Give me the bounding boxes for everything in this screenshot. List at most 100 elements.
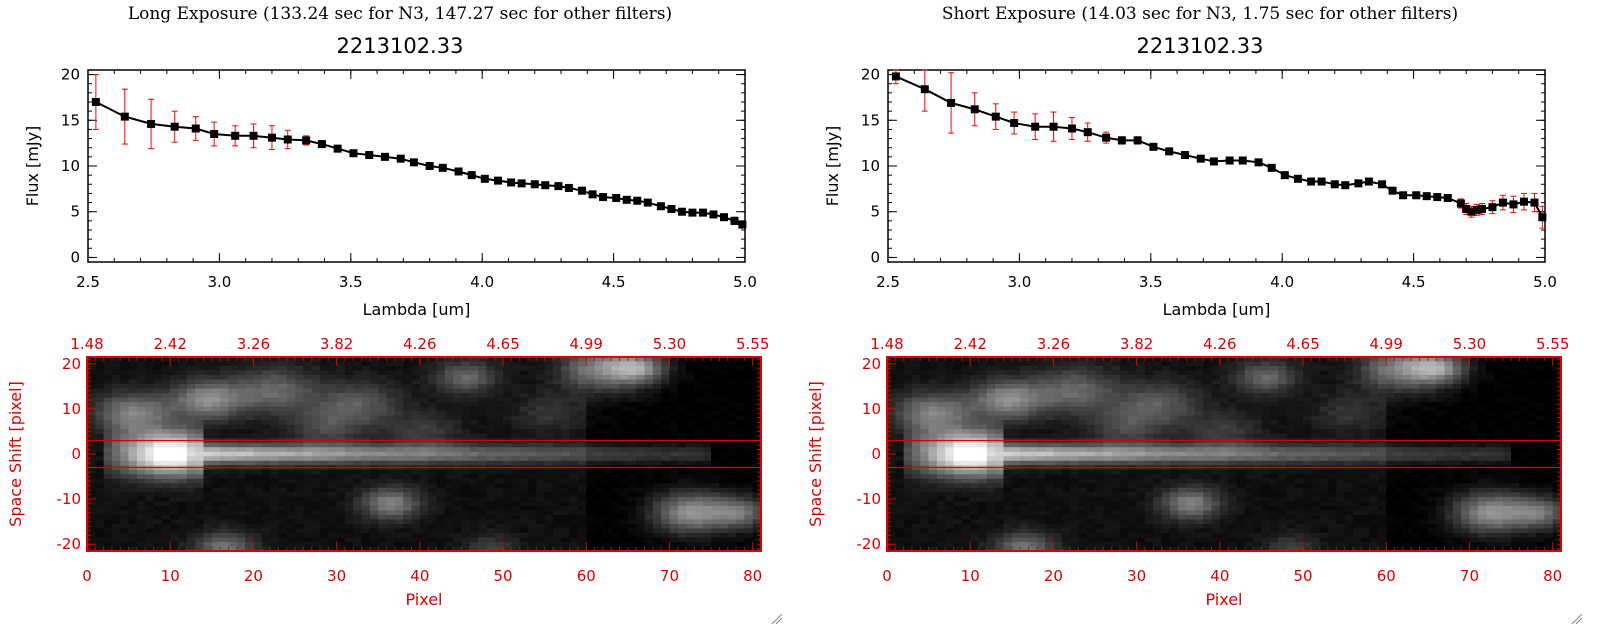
long-heatmap-cell bbox=[278, 523, 288, 529]
long-heatmap-cell bbox=[220, 411, 229, 417]
long-heatmap-cell bbox=[702, 510, 712, 516]
long-heatmap-cell bbox=[677, 424, 687, 430]
short-heatmap-cell bbox=[1278, 375, 1287, 380]
long-heatmap-cell bbox=[461, 483, 471, 489]
long-heatmap-cell bbox=[136, 528, 146, 534]
short-heatmap-cell bbox=[1344, 361, 1354, 367]
long-heatmap-cell bbox=[245, 361, 254, 367]
long-heatmap-cell bbox=[394, 496, 404, 502]
long-heatmap-cell bbox=[619, 379, 629, 385]
short-heatmap-cell bbox=[1136, 357, 1146, 362]
short-heatmap-cell bbox=[1427, 384, 1437, 389]
long-heatmap-cell bbox=[719, 487, 729, 493]
long-heatmap-cell bbox=[270, 487, 279, 493]
long-heatmap-cell bbox=[411, 519, 421, 525]
long-heatmap-cell bbox=[336, 415, 346, 421]
long-heatmap-cell bbox=[319, 537, 329, 543]
long-heatmap-cell bbox=[536, 415, 546, 421]
long-heatmap-cell bbox=[594, 537, 604, 543]
long-heatmap-cell bbox=[702, 505, 712, 511]
long-heatmap-cell bbox=[627, 537, 637, 543]
long-heatmap-cell bbox=[469, 447, 479, 453]
long-heatmap-cell bbox=[661, 433, 670, 439]
long-heatmap-cell bbox=[120, 519, 129, 525]
long-heatmap-cell bbox=[636, 532, 645, 538]
long-heatmap-cell bbox=[128, 429, 138, 435]
short-heatmap-cell bbox=[1411, 370, 1420, 376]
long-heatmap-cell bbox=[661, 528, 670, 534]
short-heatmap-cell bbox=[1211, 384, 1221, 389]
long-heatmap-cell bbox=[494, 465, 504, 471]
long-heatmap-cell bbox=[586, 375, 595, 380]
long-heatmap-cell bbox=[278, 505, 288, 511]
long-heatmap-cell bbox=[369, 370, 379, 376]
short-heatmap-cell bbox=[1095, 384, 1104, 389]
long-heatmap-cell bbox=[752, 375, 762, 380]
long-heatmap-cell bbox=[361, 456, 371, 462]
long-heatmap-cell bbox=[303, 519, 313, 525]
long-heatmap-cell bbox=[419, 469, 429, 475]
long-heatmap-cell bbox=[336, 532, 346, 538]
long-heatmap-cell bbox=[519, 379, 529, 385]
short-heatmap-cell bbox=[1552, 379, 1562, 385]
long-heatmap-cell bbox=[444, 465, 454, 471]
long-heatmap-cell bbox=[619, 388, 629, 394]
long-heatmap-cell bbox=[611, 501, 620, 507]
long-heatmap-cell bbox=[253, 514, 263, 520]
long-heatmap-cell bbox=[652, 492, 662, 498]
long-heatmap-cell bbox=[411, 402, 421, 408]
long-heatmap-cell bbox=[503, 456, 512, 462]
long-heatmap-cell bbox=[336, 505, 346, 511]
long-heatmap-cell bbox=[702, 514, 712, 520]
long-heatmap-cell bbox=[453, 451, 462, 457]
long-heatmap-cell bbox=[111, 357, 121, 362]
long-heatmap-cell bbox=[536, 465, 546, 471]
long-heatmap-cell bbox=[719, 523, 729, 529]
long-heatmap-cell bbox=[711, 496, 720, 502]
long-heatmap-cell bbox=[444, 424, 454, 430]
long-heatmap-cell bbox=[228, 514, 238, 520]
long-heatmap-cell bbox=[686, 474, 695, 480]
short-data-point bbox=[1519, 197, 1528, 206]
long-heatmap-cell bbox=[195, 357, 204, 362]
short-heatmap-cell bbox=[911, 370, 921, 376]
short-heatmap-cell bbox=[1286, 370, 1296, 376]
long-heatmap-cell bbox=[170, 478, 179, 484]
long-data-point bbox=[409, 158, 418, 167]
long-heatmap-cell bbox=[486, 397, 496, 403]
long-heatmap-cell bbox=[361, 460, 371, 466]
short-heatmap-cell bbox=[1402, 366, 1412, 371]
short-heatmap-cell bbox=[1028, 379, 1038, 385]
long-heatmap-cell bbox=[677, 366, 687, 371]
long-heatmap-cell bbox=[220, 393, 229, 398]
long-heatmap-cell bbox=[727, 519, 737, 525]
long-heatmap-cell bbox=[652, 541, 662, 547]
long-heatmap-cell bbox=[486, 492, 496, 498]
long-heatmap-cell bbox=[328, 469, 338, 475]
long-data-point bbox=[517, 179, 526, 188]
long-heatmap-cell bbox=[103, 384, 113, 389]
long-heatmap-cell bbox=[536, 388, 546, 394]
long-heatmap-cell bbox=[752, 447, 762, 453]
long-heatmap-cell bbox=[586, 483, 595, 489]
long-heatmap-cell bbox=[211, 465, 221, 471]
long-heatmap-cell bbox=[736, 483, 745, 489]
short-heatmap-cell bbox=[1128, 370, 1138, 376]
short-heatmap-cell bbox=[953, 370, 963, 376]
long-heatmap-cell bbox=[220, 402, 229, 408]
long-heatmap-cell bbox=[161, 424, 171, 430]
long-heatmap-cell bbox=[211, 460, 221, 466]
long-heatmap-cell bbox=[611, 541, 620, 547]
long-heatmap-cell bbox=[120, 384, 129, 389]
long-heatmap-cell bbox=[220, 406, 229, 412]
long-heatmap-cell bbox=[719, 514, 729, 520]
resize-grip-icon[interactable] bbox=[772, 614, 782, 624]
short-heatmap-cell bbox=[1103, 379, 1113, 385]
long-heatmap-cell bbox=[161, 388, 171, 394]
long-heatmap-cell bbox=[186, 433, 196, 439]
short-heatmap-cell bbox=[978, 366, 988, 371]
long-heatmap-cell bbox=[536, 487, 546, 493]
long-heatmap-cell bbox=[103, 537, 113, 543]
long-heatmap-cell bbox=[469, 487, 479, 493]
long-heatmap-cell bbox=[211, 438, 221, 444]
